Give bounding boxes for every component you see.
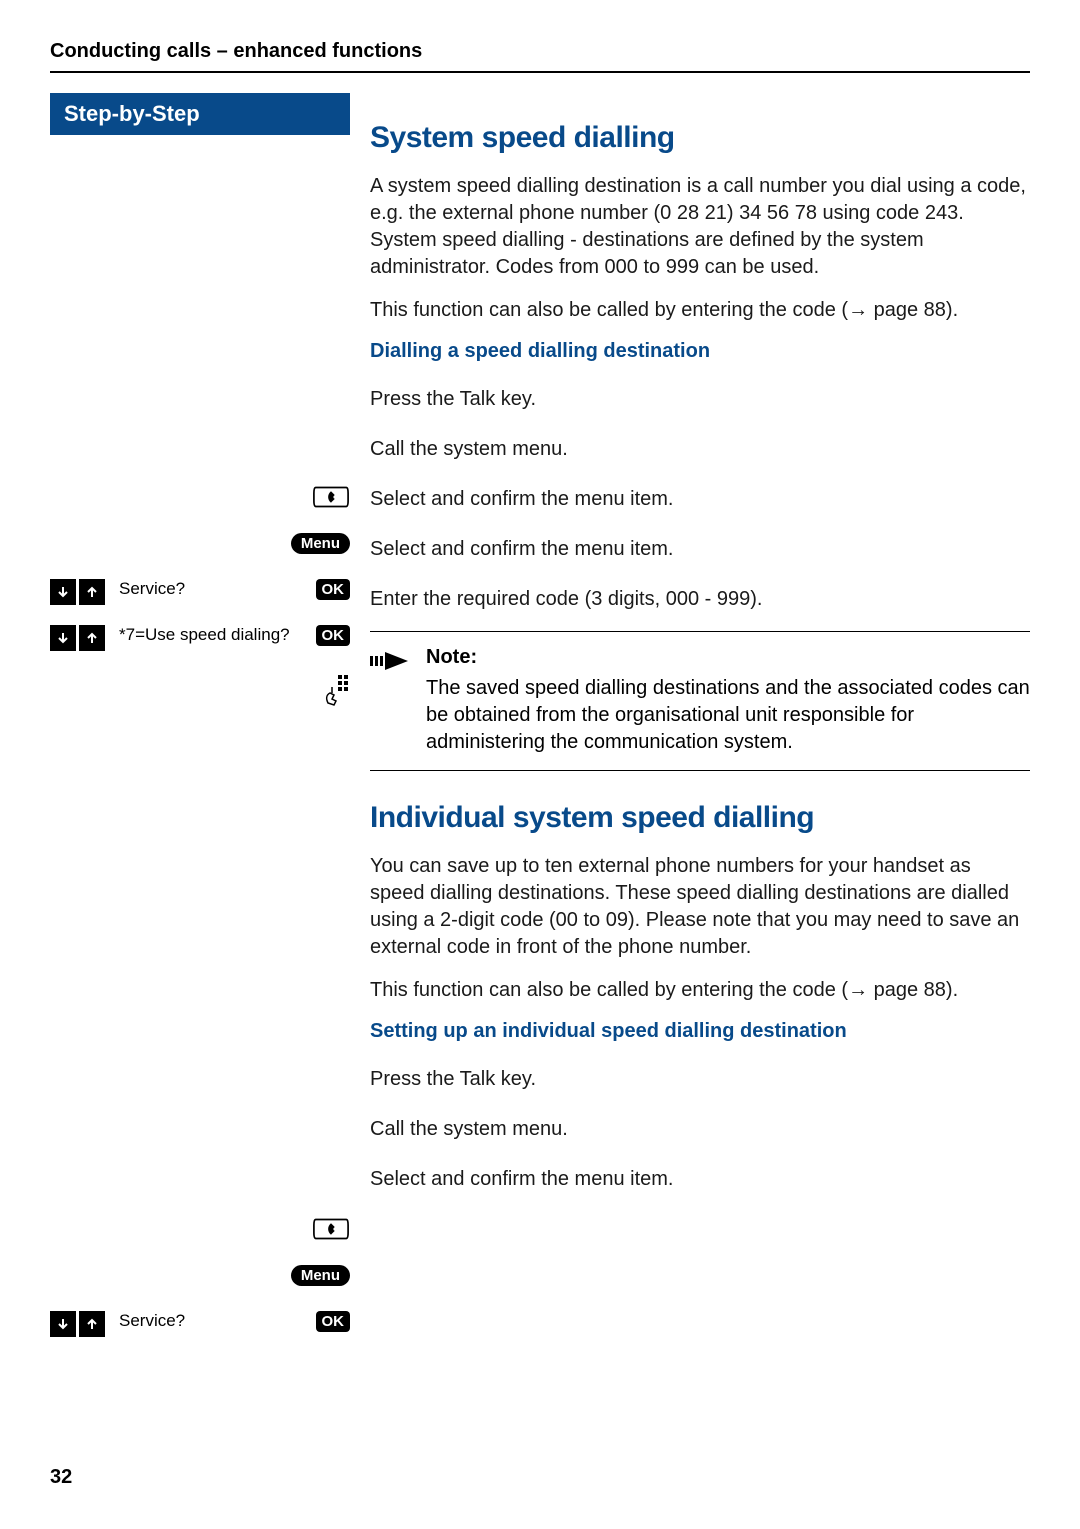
arrow-right-icon: →: [848, 979, 868, 1001]
section2-subheading: Setting up an individual speed dialling …: [370, 1020, 1030, 1043]
sidebar-title: Step-by-Step: [50, 93, 350, 135]
menu-button[interactable]: Menu: [291, 1265, 350, 1286]
note-box: Note: The saved speed dialling destinati…: [370, 631, 1030, 771]
para2-post: page 88).: [868, 299, 958, 321]
section1-subheading: Dialling a speed dialling destination: [370, 340, 1030, 363]
note-arrow-icon: [370, 646, 412, 756]
keypad-row: [50, 675, 350, 707]
header-title: Conducting calls – enhanced functions: [50, 40, 1030, 73]
arrow-right-icon: →: [848, 299, 868, 321]
section2-heading: Individual system speed dialling: [370, 801, 1030, 835]
step2-call-menu: Call the system menu.: [370, 1111, 1030, 1147]
para2-pre: This function can also be called by ente…: [370, 299, 848, 321]
ok-button[interactable]: OK: [316, 1311, 351, 1332]
section2-para1: You can save up to ten external phone nu…: [370, 853, 1030, 961]
para2-post: page 88).: [868, 979, 958, 1001]
nav-arrows[interactable]: [50, 579, 105, 605]
note-body: The saved speed dialling destinations an…: [426, 675, 1030, 756]
step-select-confirm-1: Select and confirm the menu item.: [370, 481, 1030, 517]
step-select-confirm-2: Select and confirm the menu item.: [370, 531, 1030, 567]
menu-item-service-row: Service? OK: [50, 579, 350, 605]
section1-para1: A system speed dialling destination is a…: [370, 173, 1030, 281]
ok-button[interactable]: OK: [316, 579, 351, 600]
talk-key-icon: [312, 1215, 350, 1243]
page-number: 32: [50, 1466, 72, 1489]
menu-item-use-speed-dialing: *7=Use speed dialing?: [111, 625, 310, 645]
arrow-down-icon[interactable]: [50, 1311, 76, 1337]
talk-key-row-2: [50, 1215, 350, 1243]
sidebar: Step-by-Step Menu: [50, 93, 350, 1211]
arrow-down-icon[interactable]: [50, 579, 76, 605]
step-call-menu: Call the system menu.: [370, 431, 1030, 467]
step-press-talk: Press the Talk key.: [370, 381, 1030, 417]
section1-para2: This function can also be called by ente…: [370, 297, 1030, 324]
menu-button-row-2: Menu: [50, 1265, 350, 1286]
step2-press-talk: Press the Talk key.: [370, 1061, 1030, 1097]
menu-item-service-row-2: Service? OK: [50, 1311, 350, 1337]
arrow-up-icon[interactable]: [79, 1311, 105, 1337]
arrow-up-icon[interactable]: [79, 625, 105, 651]
step-enter-code: Enter the required code (3 digits, 000 -…: [370, 581, 1030, 617]
menu-button-row-1: Menu: [50, 533, 350, 554]
note-title: Note:: [426, 646, 1030, 669]
menu-item-speed-dial-row: *7=Use speed dialing? OK: [50, 625, 350, 651]
ok-button[interactable]: OK: [316, 625, 351, 646]
keypad-icon: [322, 675, 350, 707]
main-content: System speed dialling A system speed dia…: [350, 93, 1030, 1211]
talk-key-row-1: [50, 483, 350, 511]
menu-item-service: Service?: [111, 1311, 310, 1331]
menu-item-service: Service?: [111, 579, 310, 599]
section2-para2: This function can also be called by ente…: [370, 977, 1030, 1004]
nav-arrows[interactable]: [50, 1311, 105, 1337]
section1-heading: System speed dialling: [370, 121, 1030, 155]
step2-select-confirm: Select and confirm the menu item.: [370, 1161, 1030, 1197]
para2-pre: This function can also be called by ente…: [370, 979, 848, 1001]
talk-key-icon: [312, 483, 350, 511]
menu-button[interactable]: Menu: [291, 533, 350, 554]
nav-arrows[interactable]: [50, 625, 105, 651]
arrow-up-icon[interactable]: [79, 579, 105, 605]
arrow-down-icon[interactable]: [50, 625, 76, 651]
